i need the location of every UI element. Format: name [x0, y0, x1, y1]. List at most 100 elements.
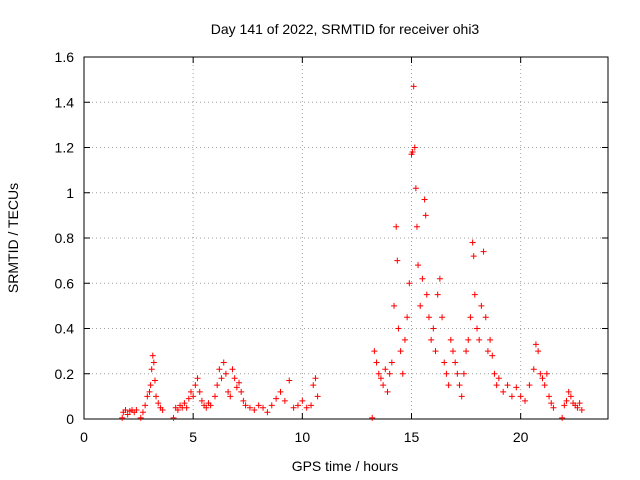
data-point — [470, 253, 477, 260]
data-point — [411, 144, 418, 151]
data-point — [207, 402, 214, 409]
data-point — [434, 291, 441, 298]
chart-title: Day 141 of 2022, SRMTID for receiver ohi… — [211, 21, 480, 37]
data-point — [218, 375, 225, 382]
data-point — [299, 397, 306, 404]
x-tick-label: 15 — [404, 429, 420, 445]
data-point — [482, 314, 489, 321]
data-point — [159, 406, 166, 413]
data-point — [303, 404, 310, 411]
data-point — [212, 393, 218, 400]
data-point — [493, 382, 500, 389]
data-point — [491, 370, 498, 377]
data-point — [236, 379, 243, 386]
data-point — [421, 196, 428, 203]
data-point — [231, 375, 238, 382]
data-point — [469, 239, 476, 246]
y-tick-label: 1.2 — [55, 140, 75, 156]
data-point — [517, 393, 524, 400]
data-point — [563, 397, 570, 404]
data-point — [456, 382, 463, 389]
data-point — [222, 370, 229, 377]
data-point — [452, 359, 459, 366]
data-point — [397, 348, 404, 355]
data-point — [425, 314, 432, 321]
data-point — [196, 388, 203, 395]
data-point — [268, 402, 275, 409]
data-point — [578, 406, 585, 413]
data-point — [394, 257, 401, 264]
data-point — [286, 377, 293, 384]
data-point — [410, 83, 417, 90]
data-point — [413, 223, 420, 230]
data-point — [310, 382, 317, 389]
data-point — [543, 370, 550, 377]
data-point — [216, 366, 223, 373]
data-point — [251, 406, 258, 413]
data-point — [404, 314, 411, 321]
data-point — [463, 348, 470, 355]
data-point — [480, 248, 487, 255]
data-point — [417, 302, 424, 309]
y-tick-label: 0.4 — [55, 321, 75, 337]
data-point — [532, 341, 539, 348]
data-point — [460, 370, 467, 377]
data-point — [144, 393, 151, 400]
data-point — [290, 404, 297, 411]
data-point — [242, 402, 249, 409]
data-point — [277, 388, 284, 395]
y-axis-label: SRMTID / TECUs — [5, 183, 21, 293]
data-point — [406, 280, 413, 287]
data-point — [198, 397, 205, 404]
data-point — [314, 393, 321, 400]
data-point — [539, 375, 546, 382]
data-point — [395, 325, 402, 332]
data-point — [260, 404, 267, 411]
data-point — [415, 262, 422, 269]
data-point — [142, 402, 149, 409]
data-point — [122, 406, 129, 413]
data-point — [476, 336, 483, 343]
data-point — [393, 223, 400, 230]
data-point — [203, 404, 210, 411]
data-point — [185, 395, 192, 402]
data-point — [312, 375, 319, 382]
data-point — [139, 409, 146, 416]
data-points — [119, 83, 585, 421]
data-point — [273, 395, 280, 402]
data-point — [246, 404, 253, 411]
data-point — [229, 366, 236, 373]
data-point — [422, 212, 429, 219]
data-point — [375, 370, 382, 377]
data-point — [436, 275, 443, 282]
data-point — [423, 291, 430, 298]
data-point — [443, 370, 450, 377]
data-point — [170, 414, 177, 421]
data-point — [428, 336, 435, 343]
data-point — [432, 348, 439, 355]
data-point — [133, 406, 140, 413]
data-point — [495, 375, 502, 382]
data-point — [371, 348, 378, 355]
grid — [84, 57, 608, 419]
data-point — [508, 393, 515, 400]
data-point — [192, 382, 199, 389]
data-point — [149, 352, 156, 359]
data-point — [194, 375, 201, 382]
data-point — [225, 388, 232, 395]
data-point — [489, 352, 496, 359]
data-point — [439, 314, 446, 321]
data-point — [522, 397, 529, 404]
data-point — [419, 275, 426, 282]
data-point — [153, 393, 160, 400]
data-point — [567, 393, 574, 400]
data-point — [471, 291, 478, 298]
data-point — [124, 411, 131, 418]
data-point — [458, 393, 465, 400]
data-point — [384, 388, 391, 395]
data-point — [513, 384, 520, 391]
data-point — [500, 388, 507, 395]
data-point — [255, 402, 262, 409]
data-point — [487, 336, 494, 343]
